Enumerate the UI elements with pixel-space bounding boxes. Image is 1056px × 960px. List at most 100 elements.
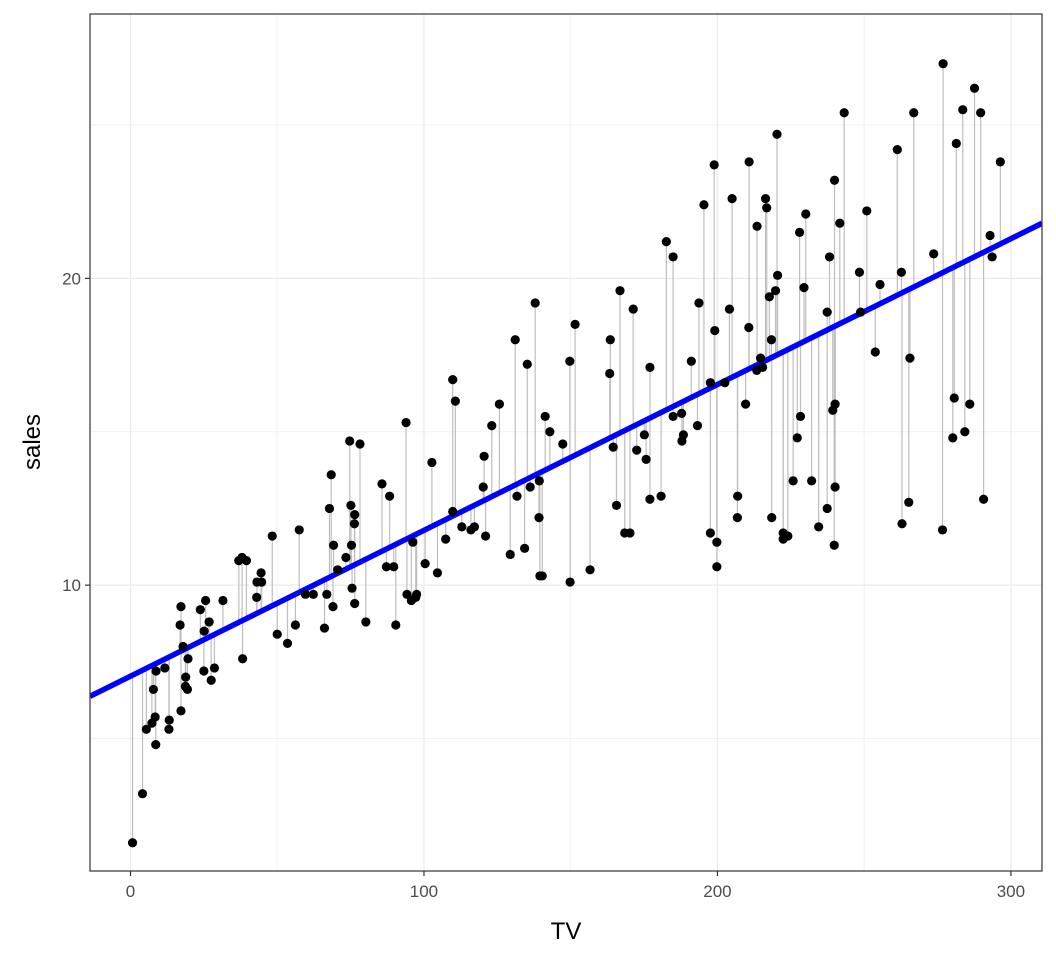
- data-point: [904, 497, 914, 507]
- data-point: [639, 430, 649, 440]
- data-point: [479, 451, 489, 461]
- data-point: [839, 108, 849, 118]
- data-point: [767, 513, 777, 523]
- data-point: [241, 555, 252, 566]
- data-point: [385, 491, 395, 501]
- data-point: [175, 620, 185, 630]
- data-point: [705, 528, 715, 538]
- data-point: [762, 203, 772, 213]
- data-point: [545, 427, 555, 437]
- data-point: [854, 267, 865, 277]
- data-points: [127, 59, 1005, 848]
- data-point: [401, 417, 411, 428]
- data-point: [290, 620, 301, 630]
- data-point: [201, 595, 211, 606]
- data-point: [668, 252, 678, 262]
- data-point: [256, 568, 266, 578]
- data-point: [694, 298, 704, 308]
- data-point: [712, 537, 722, 547]
- data-point: [558, 439, 568, 449]
- data-point: [272, 629, 282, 639]
- data-point: [628, 304, 638, 314]
- data-point: [905, 353, 915, 363]
- x-tick-label: 0: [126, 882, 135, 901]
- data-point: [611, 500, 622, 510]
- data-point: [795, 411, 806, 422]
- data-point: [300, 589, 311, 599]
- data-point: [349, 519, 360, 529]
- data-point: [530, 298, 540, 308]
- data-point: [294, 525, 304, 535]
- data-point: [195, 605, 205, 615]
- data-point: [535, 571, 545, 581]
- regression-line: [90, 220, 1042, 699]
- data-point: [355, 439, 365, 449]
- data-point: [377, 479, 387, 489]
- data-point: [448, 375, 458, 385]
- data-point: [389, 562, 399, 572]
- data-point: [830, 482, 840, 492]
- data-point: [199, 666, 209, 676]
- data-point: [720, 378, 730, 388]
- data-point: [408, 537, 418, 547]
- data-point: [137, 789, 148, 799]
- data-point: [948, 433, 958, 443]
- data-point: [450, 396, 460, 406]
- regression-line-group: [90, 220, 1042, 699]
- data-point: [448, 506, 458, 517]
- data-point: [487, 421, 497, 431]
- data-point: [402, 589, 412, 599]
- data-point: [856, 307, 866, 317]
- data-point: [897, 519, 907, 529]
- data-point: [350, 509, 360, 520]
- data-point: [951, 138, 961, 149]
- data-point: [733, 491, 743, 501]
- data-point: [420, 559, 430, 569]
- y-axis-title: sales: [19, 414, 46, 470]
- data-point: [705, 378, 715, 388]
- y-tick-label: 20: [62, 269, 81, 288]
- data-point: [176, 706, 186, 716]
- data-point: [391, 620, 401, 630]
- data-point: [282, 638, 293, 649]
- data-point: [625, 528, 635, 538]
- y-axis: 10 20: [62, 269, 90, 595]
- data-point: [712, 562, 722, 572]
- data-point: [862, 206, 872, 216]
- data-point: [570, 319, 580, 330]
- data-point: [432, 568, 443, 578]
- data-point: [510, 335, 520, 345]
- data-point: [218, 595, 228, 606]
- data-point: [632, 445, 642, 455]
- data-point: [656, 491, 666, 501]
- data-point: [252, 592, 262, 602]
- data-point: [341, 552, 351, 563]
- data-point: [608, 442, 618, 452]
- data-point: [347, 583, 357, 593]
- data-point: [958, 105, 968, 115]
- data-point: [151, 740, 161, 750]
- data-point: [807, 476, 817, 486]
- data-point: [641, 454, 651, 464]
- data-point: [965, 399, 975, 409]
- data-point: [164, 715, 174, 725]
- data-point: [522, 359, 532, 369]
- data-point: [960, 427, 970, 437]
- data-point: [758, 362, 768, 372]
- data-point: [822, 503, 832, 514]
- data-point: [141, 724, 151, 734]
- data-point: [677, 408, 687, 418]
- data-point: [181, 672, 191, 682]
- data-point: [565, 577, 575, 587]
- data-point: [835, 218, 845, 228]
- data-point: [661, 236, 671, 247]
- x-tick-label: 300: [997, 882, 1025, 901]
- data-point: [668, 411, 678, 422]
- data-point: [794, 227, 805, 237]
- data-point: [267, 531, 277, 541]
- data-point: [427, 457, 437, 468]
- data-point: [319, 623, 330, 633]
- data-point: [540, 411, 550, 422]
- data-point: [699, 200, 709, 210]
